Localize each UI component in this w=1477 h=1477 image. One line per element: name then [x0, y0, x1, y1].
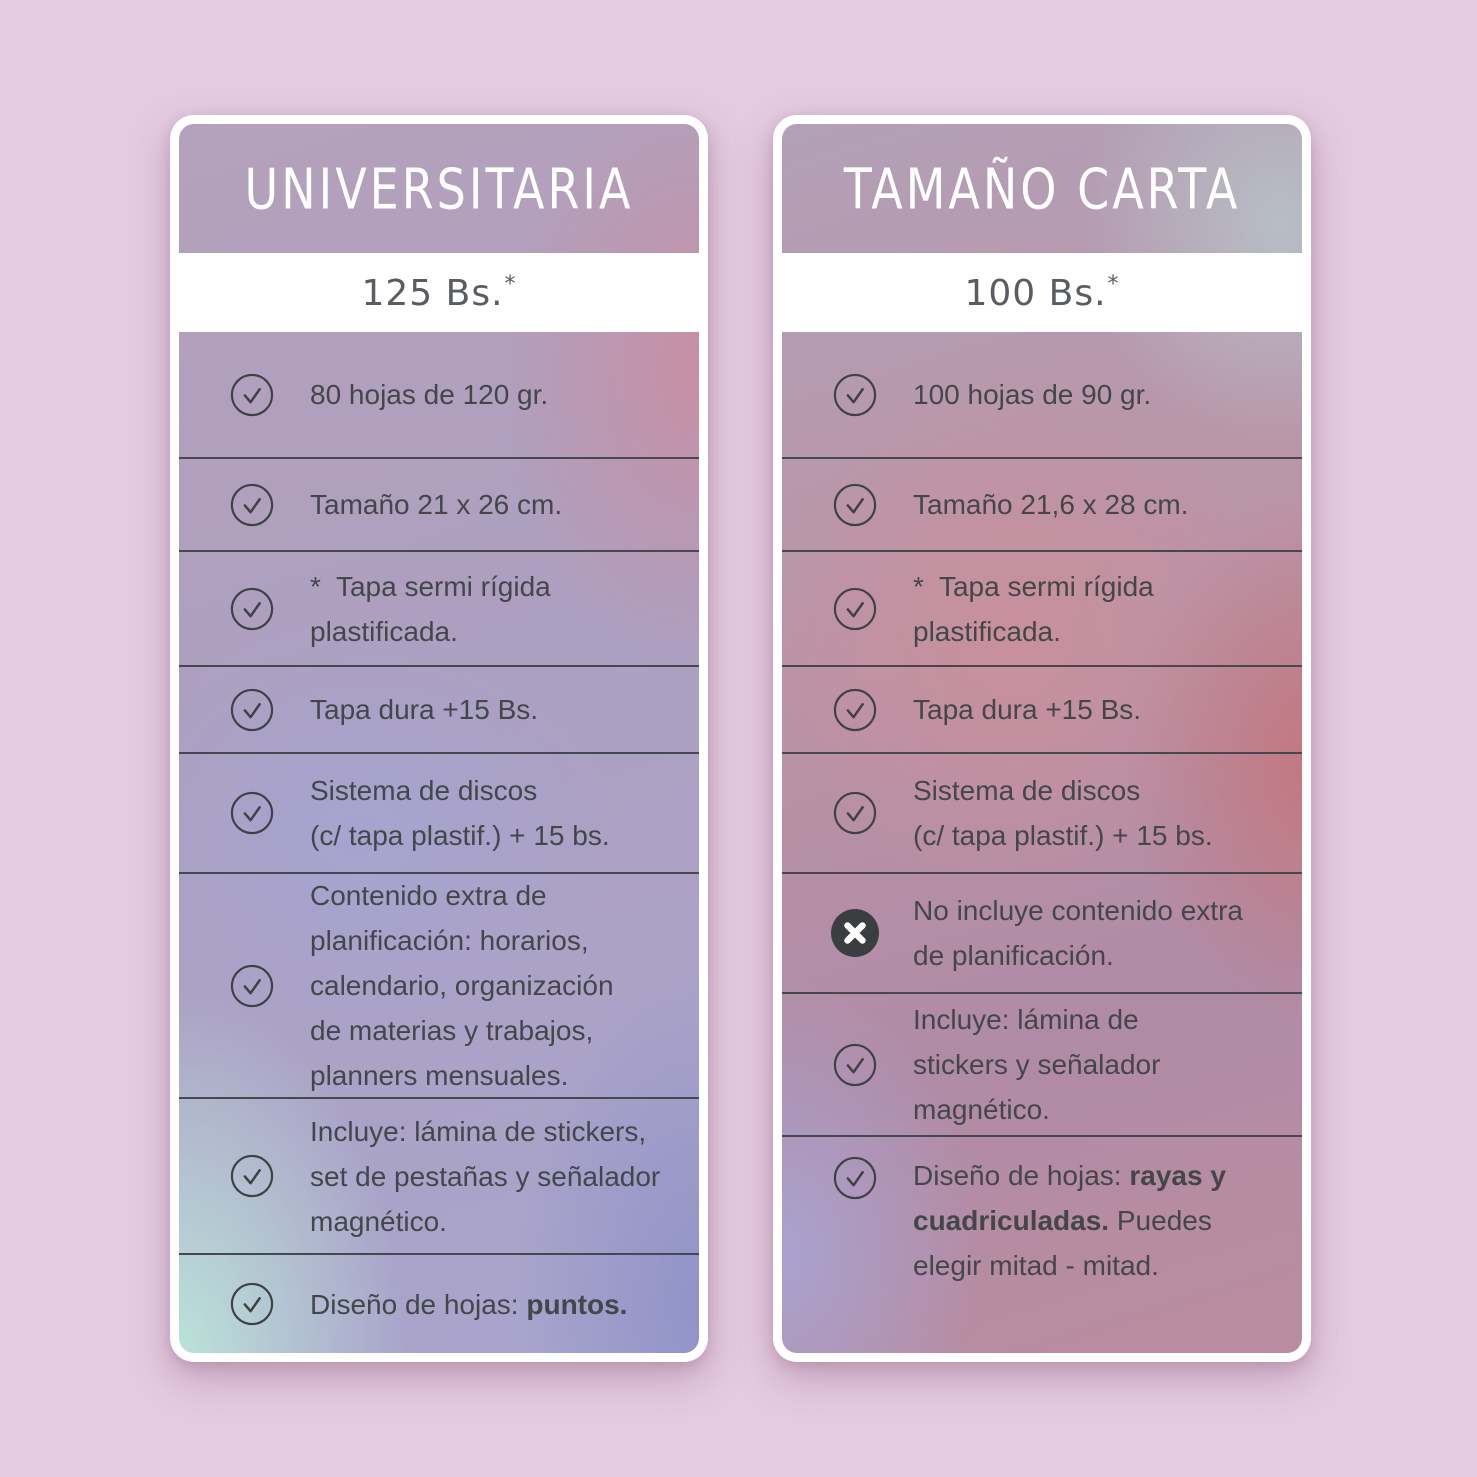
feature-row: Incluye: lámina de stickers y señalador … [782, 992, 1302, 1135]
feature-row: Tapa dura +15 Bs. [782, 665, 1302, 752]
check-icon [830, 480, 880, 530]
card-body: TAMAÑO CARTA 100 Bs.* 100 hojas de 90 gr… [782, 124, 1302, 1353]
feature-text: 80 hojas de 120 gr. [310, 372, 548, 417]
feature-text: Diseño de hojas: rayas y cuadriculadas. … [913, 1153, 1226, 1288]
card-header: UNIVERSITARIA [179, 124, 699, 253]
feature-text-segment: Tamaño 21 x 26 cm. [310, 489, 563, 520]
feature-row: Tapa dura +15 Bs. [179, 665, 699, 752]
feature-text-segment: Sistema de discos (c/ tapa plastif.) + 1… [913, 775, 1213, 851]
feature-text: Sistema de discos (c/ tapa plastif.) + 1… [310, 768, 610, 858]
feature-text: Tapa dura +15 Bs. [310, 687, 538, 732]
feature-text: No incluye contenido extra de planificac… [913, 888, 1243, 978]
feature-row: * Tapa sermi rígida plastificada. [782, 550, 1302, 665]
feature-text-bold-segment: puntos. [526, 1288, 628, 1320]
feature-row: Diseño de hojas: rayas y cuadriculadas. … [782, 1135, 1302, 1353]
feature-text-segment: Sistema de discos (c/ tapa plastif.) + 1… [310, 775, 610, 851]
feature-row: Tamaño 21,6 x 28 cm. [782, 457, 1302, 550]
feature-text-segment: Incluye: lámina de stickers y señalador … [913, 1004, 1161, 1125]
feature-text: Incluye: lámina de stickers y señalador … [913, 997, 1160, 1132]
price-label: 100 Bs.* [964, 272, 1119, 314]
feature-text-segment: No incluye contenido extra de planificac… [913, 895, 1243, 971]
card-title: TAMAÑO CARTA [843, 155, 1241, 222]
feature-text-segment: 80 hojas de 120 gr. [310, 379, 549, 410]
feature-text: Tapa dura +15 Bs. [913, 687, 1141, 732]
feature-text: 100 hojas de 90 gr. [913, 372, 1151, 417]
check-icon [830, 1153, 880, 1203]
price-label: 125 Bs.* [361, 272, 516, 314]
feature-text-segment: Tapa dura +15 Bs. [310, 694, 539, 725]
check-icon [830, 1040, 880, 1090]
price-asterisk: * [504, 271, 517, 297]
price-asterisk: * [1107, 271, 1120, 297]
price-value: 100 Bs. [964, 272, 1107, 314]
check-icon [830, 685, 880, 735]
feature-row: * Tapa sermi rígida plastificada. [179, 550, 699, 665]
feature-text-segment: Incluye: lámina de stickers, set de pest… [310, 1115, 661, 1237]
feature-text: Tamaño 21 x 26 cm. [310, 482, 562, 527]
cross-icon [830, 908, 880, 958]
check-icon [227, 480, 277, 530]
feature-row: Sistema de discos (c/ tapa plastif.) + 1… [179, 752, 699, 872]
check-icon [227, 1279, 277, 1329]
card-header: TAMAÑO CARTA [782, 124, 1302, 253]
feature-text: * Tapa sermi rígida plastificada. [913, 564, 1154, 654]
check-icon [227, 1151, 277, 1201]
check-icon [227, 370, 277, 420]
feature-row: Diseño de hojas: puntos. [179, 1253, 699, 1353]
feature-text-segment: 100 hojas de 90 gr. [913, 379, 1152, 410]
feature-row: 80 hojas de 120 gr. [179, 332, 699, 457]
check-icon [830, 584, 880, 634]
feature-list: 100 hojas de 90 gr. Tamaño 21,6 x 28 cm. *… [782, 332, 1302, 1353]
feature-text-segment: Tapa dura +15 Bs. [913, 694, 1142, 725]
feature-text-segment: * Tapa sermi rígida plastificada. [310, 570, 551, 647]
check-icon [227, 961, 277, 1011]
feature-text-segment: Tamaño 21,6 x 28 cm. [913, 489, 1189, 520]
feature-row: Contenido extra de planificación: horari… [179, 872, 699, 1097]
feature-text: Sistema de discos (c/ tapa plastif.) + 1… [913, 768, 1213, 858]
feature-text-segment: Contenido extra de planificación: horari… [310, 880, 614, 1091]
feature-row: Incluye: lámina de stickers, set de pest… [179, 1097, 699, 1253]
feature-text-bold-segment: rayas y cuadriculadas. [913, 1160, 1226, 1236]
pricing-card-universitaria: UNIVERSITARIA 125 Bs.* 80 hojas de 120 g… [170, 115, 708, 1362]
check-icon [227, 685, 277, 735]
feature-text-segment: Puedes elegir mitad - mitad. [913, 1205, 1212, 1281]
feature-text: Diseño de hojas: puntos. [310, 1282, 627, 1327]
feature-text: * Tapa sermi rígida plastificada. [310, 564, 551, 654]
feature-row: Tamaño 21 x 26 cm. [179, 457, 699, 550]
check-icon [227, 788, 277, 838]
feature-text: Tamaño 21,6 x 28 cm. [913, 482, 1188, 527]
feature-row: 100 hojas de 90 gr. [782, 332, 1302, 457]
feature-text-segment: Diseño de hojas: [913, 1160, 1130, 1191]
feature-text: Contenido extra de planificación: horari… [310, 873, 614, 1098]
price-value: 125 Bs. [361, 272, 504, 314]
price-band: 125 Bs.* [179, 253, 699, 332]
card-title: UNIVERSITARIA [244, 155, 634, 222]
feature-text: Incluye: lámina de stickers, set de pest… [310, 1109, 660, 1244]
check-icon [227, 584, 277, 634]
pricing-card-tamano-carta: TAMAÑO CARTA 100 Bs.* 100 hojas de 90 gr… [773, 115, 1311, 1362]
card-body: UNIVERSITARIA 125 Bs.* 80 hojas de 120 g… [179, 124, 699, 1353]
check-icon [830, 370, 880, 420]
feature-row: No incluye contenido extra de planificac… [782, 872, 1302, 992]
feature-text-segment: Diseño de hojas: [310, 1288, 527, 1320]
price-band: 100 Bs.* [782, 253, 1302, 332]
feature-row: Sistema de discos (c/ tapa plastif.) + 1… [782, 752, 1302, 872]
check-icon [830, 788, 880, 838]
feature-list: 80 hojas de 120 gr. Tamaño 21 x 26 cm. * T… [179, 332, 699, 1353]
feature-text-segment: * Tapa sermi rígida plastificada. [913, 570, 1154, 647]
